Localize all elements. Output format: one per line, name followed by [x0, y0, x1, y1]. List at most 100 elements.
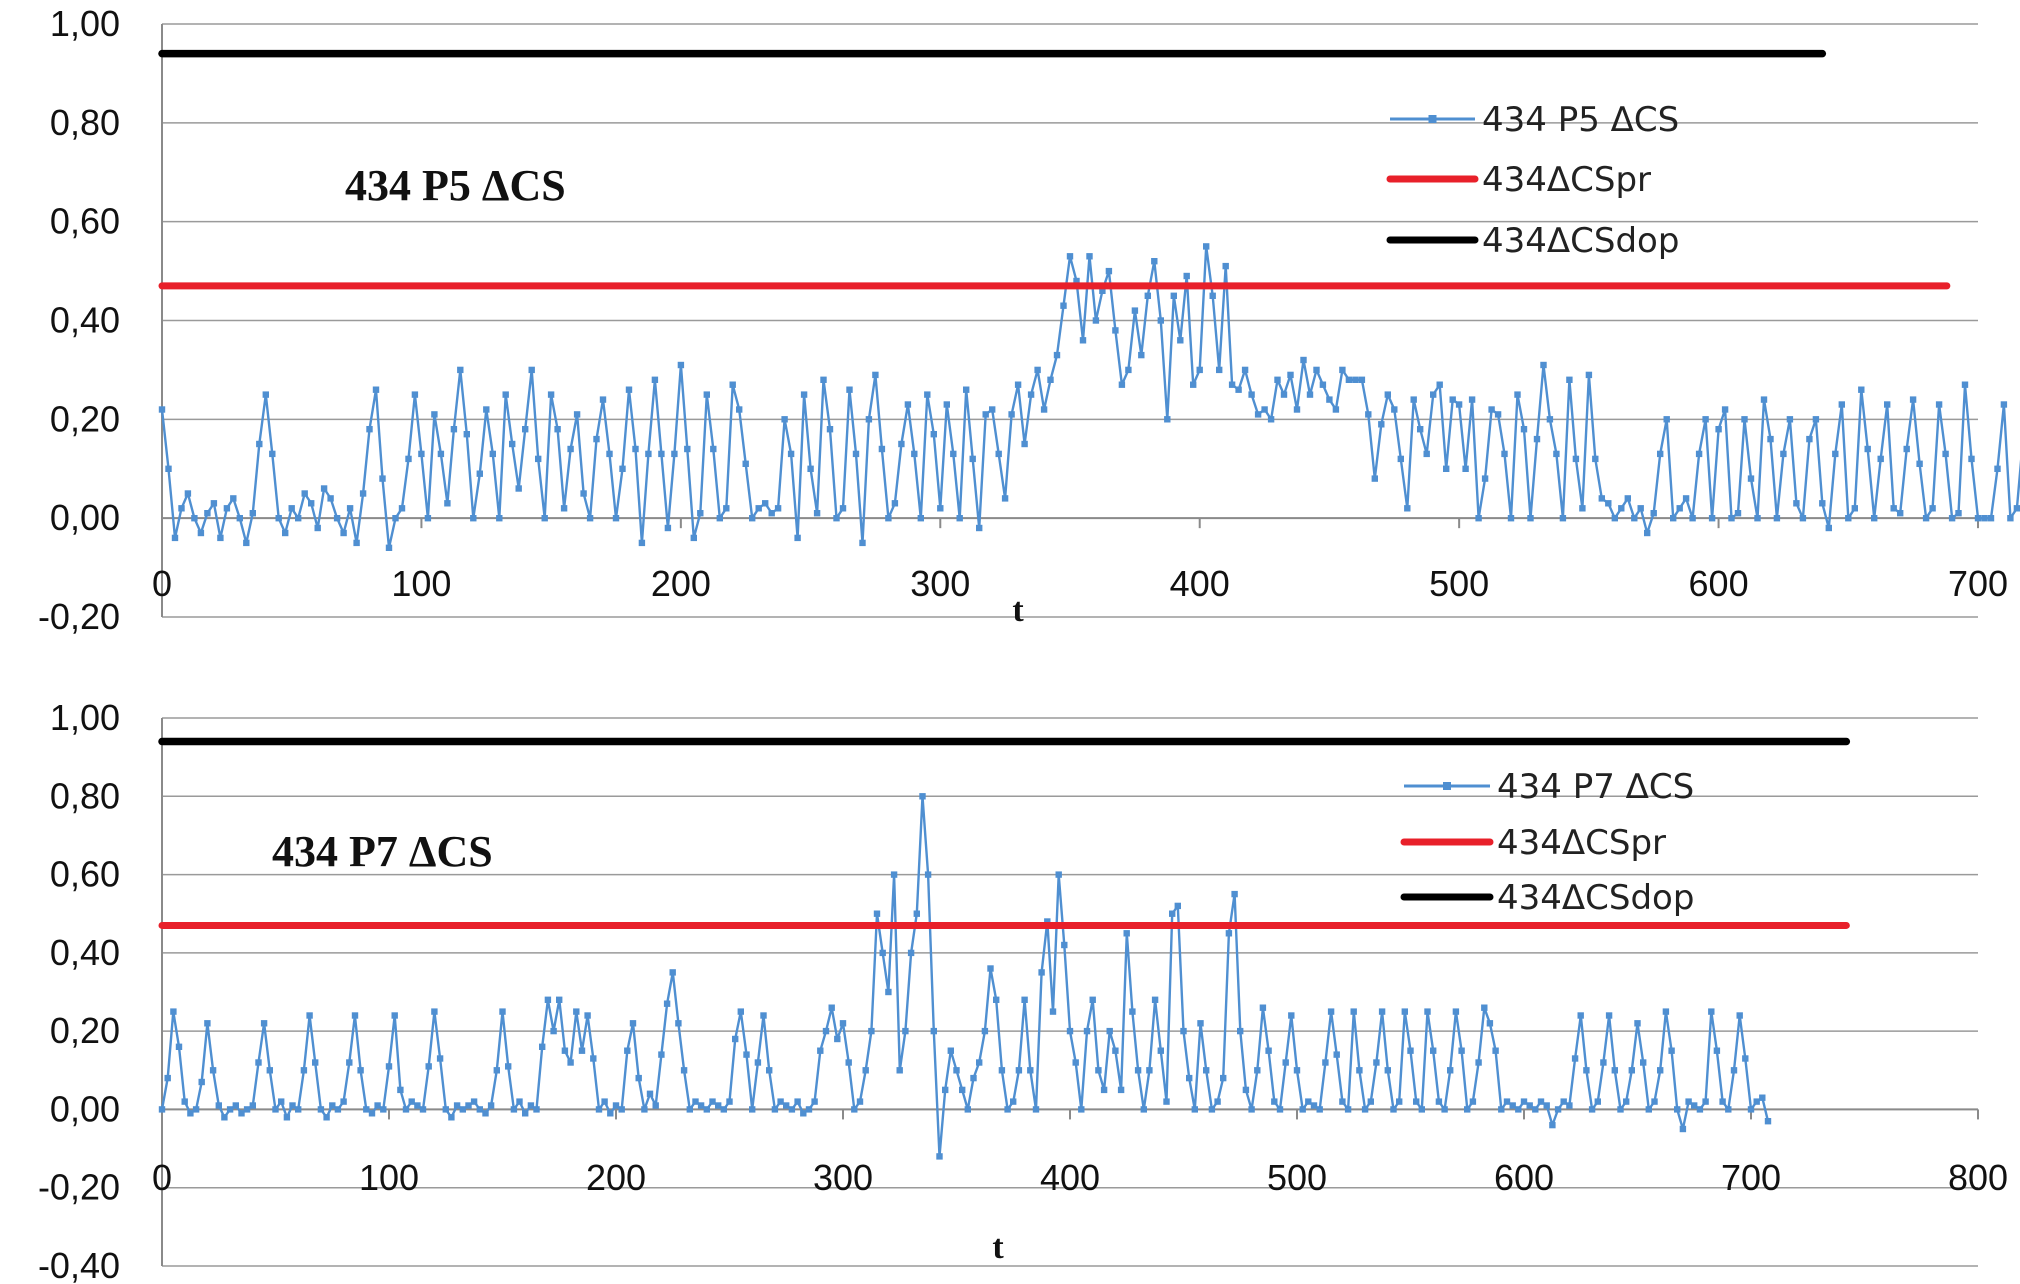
data-point: [865, 416, 873, 423]
data-point: [664, 524, 672, 532]
x-tick-label: 300: [813, 1157, 873, 1198]
data-point: [1514, 391, 1521, 398]
data-point: [1032, 1106, 1040, 1113]
data-point: [1747, 1106, 1755, 1113]
data-point: [898, 440, 905, 448]
data-point: [902, 1027, 909, 1035]
x-tick-label: 400: [1040, 1157, 1100, 1198]
data-point: [1767, 435, 1774, 443]
data-point: [1753, 1098, 1760, 1105]
data-point: [1027, 1067, 1034, 1074]
data-point: [612, 1102, 620, 1109]
data-point: [987, 965, 994, 972]
data-point: [278, 1098, 285, 1105]
data-point: [1373, 1059, 1380, 1066]
data-point: [165, 465, 172, 472]
data-point: [476, 470, 483, 477]
data-point: [1384, 391, 1391, 398]
data-point: [1605, 1012, 1613, 1019]
data-point: [715, 1102, 722, 1109]
data-point: [593, 435, 600, 443]
data-point: [1015, 1067, 1023, 1074]
data-point: [896, 1067, 903, 1074]
data-point: [891, 500, 899, 507]
data-point: [567, 1059, 574, 1066]
data-point: [1579, 505, 1586, 512]
data-point: [749, 1106, 756, 1113]
data-point: [184, 490, 192, 497]
data-point: [1554, 1106, 1562, 1113]
data-point: [1418, 1106, 1425, 1113]
x-tick-label: 200: [651, 563, 711, 604]
data-point: [465, 1102, 472, 1109]
data-point: [1066, 253, 1074, 260]
x-axis-label: t: [992, 1229, 1004, 1266]
data-point: [198, 1078, 205, 1086]
data-point: [590, 1055, 597, 1062]
data-point: [1306, 391, 1314, 398]
data-point: [288, 505, 295, 512]
y-tick-label: 0,60: [50, 854, 120, 895]
data-point: [1397, 455, 1404, 463]
data-point: [320, 485, 328, 492]
data-point: [1326, 396, 1333, 403]
data-point: [1072, 1059, 1079, 1066]
data-point: [1027, 391, 1035, 398]
data-point: [1144, 292, 1151, 299]
data-point: [272, 1106, 279, 1113]
series-line-signal: [160, 795, 1770, 1158]
data-point: [1131, 307, 1139, 314]
data-point: [632, 445, 639, 453]
chart-title: 434 P7 ΔCS: [272, 827, 493, 876]
data-point: [1929, 505, 1936, 512]
data-point: [372, 386, 380, 393]
data-point: [1715, 426, 1722, 433]
data-point: [1657, 450, 1664, 458]
data-point: [1254, 1067, 1261, 1074]
data-point: [1259, 1004, 1267, 1011]
data-point: [669, 969, 676, 976]
data-point: [794, 1098, 801, 1105]
data-point: [1974, 515, 1982, 522]
data-point: [1055, 871, 1062, 878]
data-point: [646, 1090, 654, 1097]
data-point: [419, 1106, 427, 1113]
data-point: [851, 1106, 858, 1113]
data-point: [1276, 1106, 1284, 1113]
data-point: [230, 495, 237, 502]
y-tick-label: 0,00: [50, 497, 120, 538]
data-point: [487, 1102, 495, 1109]
data-point: [963, 386, 970, 393]
data-point: [879, 949, 886, 957]
data-point: [1685, 1098, 1692, 1105]
data-point: [742, 460, 749, 467]
data-point: [976, 1059, 983, 1066]
data-point: [1935, 401, 1943, 408]
legend-label: 434 P5 ΔCS: [1482, 100, 1679, 140]
data-point: [1572, 455, 1580, 463]
data-point: [1492, 1047, 1499, 1054]
data-point: [1676, 505, 1683, 512]
data-point: [1754, 515, 1761, 522]
data-point: [431, 411, 438, 418]
data-point: [238, 1110, 245, 1117]
data-point: [970, 1074, 977, 1082]
data-point: [482, 1110, 489, 1117]
data-point: [856, 1098, 864, 1105]
legend-entry: 434ΔCSdop: [1400, 878, 1694, 918]
x-axis-label: t: [1012, 592, 1024, 629]
data-point: [1458, 1047, 1465, 1054]
data-point: [1163, 1098, 1170, 1105]
data-point: [1679, 1125, 1687, 1133]
data-point: [586, 515, 594, 522]
data-point: [181, 1098, 188, 1105]
data-point: [459, 1106, 466, 1113]
data-point: [2007, 515, 2014, 522]
data-point: [1812, 416, 1820, 423]
data-point: [1424, 1008, 1431, 1015]
data-point: [1825, 524, 1832, 532]
data-point: [209, 1067, 217, 1074]
data-point: [1955, 510, 1962, 517]
data-point: [723, 505, 730, 512]
data-point: [1014, 381, 1022, 388]
